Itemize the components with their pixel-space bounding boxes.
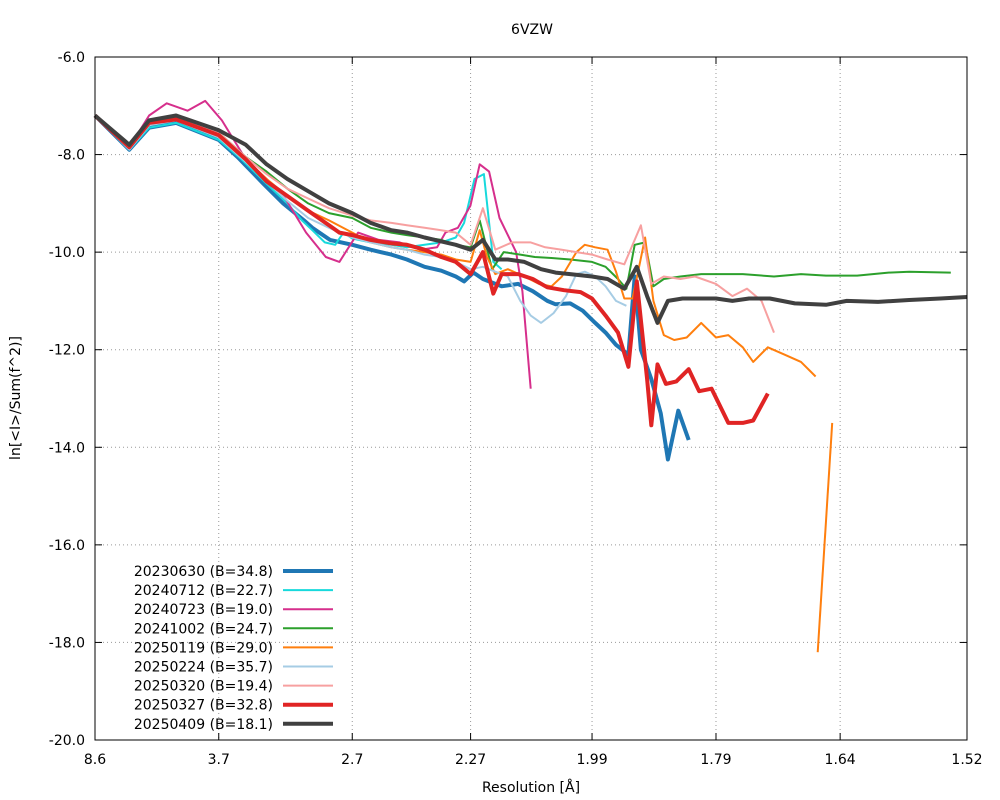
legend-label: 20250320 (B=19.4) [134, 679, 273, 695]
series-line [94, 99, 532, 389]
legend-label: 20250224 (B=35.7) [134, 660, 273, 676]
x-tick-label: 1.52 [951, 752, 982, 768]
series-line [93, 114, 770, 428]
series-20250327 [93, 114, 770, 428]
y-axis-title: ln[<I>/Sum(f^2)] [8, 336, 24, 460]
series-20240712 [94, 114, 503, 270]
series-line [816, 422, 834, 653]
y-tick-label: -6.0 [58, 50, 85, 66]
series-line [93, 113, 968, 325]
y-tick-label: -8.0 [58, 148, 85, 164]
x-tick-label: 3.7 [208, 752, 230, 768]
series-layer [93, 99, 968, 653]
legend-label: 20240723 (B=19.0) [134, 602, 273, 618]
legend: 20230630 (B=34.8) 20240712 (B=22.7) 202407… [134, 564, 333, 733]
y-tick-label: -20.0 [49, 733, 85, 749]
legend-label: 20250119 (B=29.0) [134, 640, 273, 656]
plot-frame [94, 56, 968, 741]
series-line [93, 114, 691, 462]
x-tick-label: 2.7 [341, 752, 363, 768]
grid-lines [94, 56, 968, 741]
legend-label: 20250409 (B=18.1) [134, 717, 273, 733]
legend-label: 20250327 (B=32.8) [134, 698, 273, 714]
series-20240723 [94, 99, 532, 389]
series-20250409 [93, 113, 968, 325]
legend-label: 20241002 (B=24.7) [134, 621, 273, 637]
legend-label: 20240712 (B=22.7) [134, 583, 273, 599]
x-tick-label: 2.27 [455, 752, 486, 768]
y-tick-label: -14.0 [49, 440, 85, 456]
axis-ticks: 8.6 3.7 2.7 2.27 1.99 1.79 1.64 1.52 -6.0 -8.0 -10… [49, 50, 983, 768]
y-tick-label: -18.0 [49, 635, 85, 651]
series-20230630 [93, 114, 691, 462]
chart-title: 6VZW [511, 22, 553, 38]
series-line [94, 114, 775, 333]
x-tick-label: 1.99 [576, 752, 607, 768]
x-tick-label: 1.79 [700, 752, 731, 768]
legend-label: 20230630 (B=34.8) [134, 564, 273, 580]
x-axis-title: Resolution [Å] [482, 779, 580, 796]
y-tick-label: -16.0 [49, 538, 85, 554]
x-tick-label: 1.64 [825, 752, 856, 768]
series-20250320 [94, 114, 775, 333]
y-tick-label: -12.0 [49, 343, 85, 359]
series-line [94, 114, 503, 270]
y-tick-label: -10.0 [49, 245, 85, 261]
x-tick-label: 8.6 [84, 752, 106, 768]
